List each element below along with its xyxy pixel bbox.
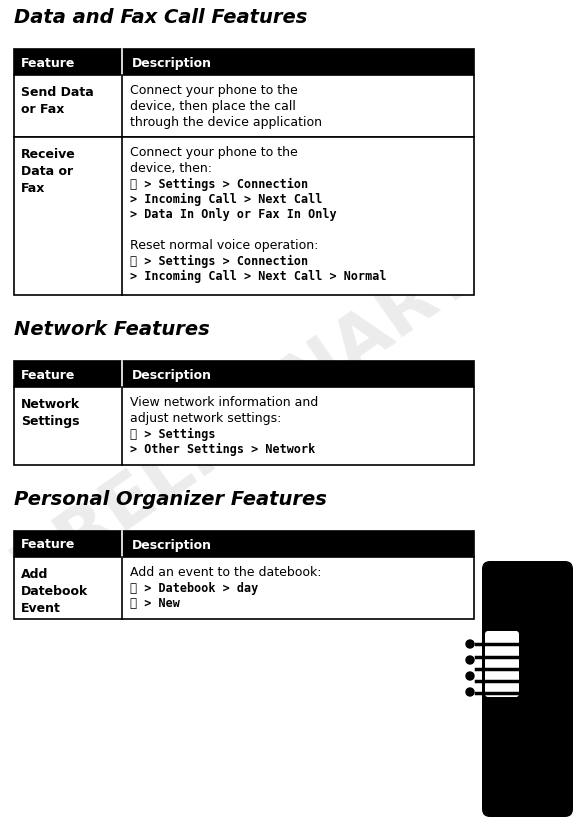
Text: PRELIMINARY: PRELIMINARY	[0, 232, 490, 604]
Bar	[14, 76, 474, 138]
Circle shape	[466, 672, 474, 681]
Text: Send Data
or Fax: Send Data or Fax	[21, 86, 94, 116]
Text: Receive
Data or
Fax: Receive Data or Fax	[21, 148, 76, 195]
Text: Reset normal voice operation:: Reset normal voice operation:	[130, 239, 318, 252]
Text: Data and Fax Call Features: Data and Fax Call Features	[14, 8, 307, 27]
Text: > Data In Only or Fax In Only: > Data In Only or Fax In Only	[130, 208, 336, 221]
Text: Connect your phone to the: Connect your phone to the	[130, 84, 298, 97]
Text: Description: Description	[132, 57, 212, 69]
Circle shape	[466, 656, 474, 665]
Bar	[14, 532, 474, 558]
Circle shape	[466, 688, 474, 696]
Text: > Incoming Call > Next Call > Normal: > Incoming Call > Next Call > Normal	[130, 270, 387, 283]
Text: > Other Settings > Network: > Other Settings > Network	[130, 442, 315, 456]
Bar	[14, 138, 474, 296]
Text: View network information and: View network information and	[130, 395, 318, 409]
Bar	[14, 361, 474, 388]
Text: ⎙ > Settings > Connection: ⎙ > Settings > Connection	[130, 255, 308, 268]
FancyBboxPatch shape	[482, 561, 573, 817]
Text: Network
Settings: Network Settings	[21, 398, 80, 427]
Text: Connect your phone to the: Connect your phone to the	[130, 145, 298, 159]
Text: Personal Organizer Features: Personal Organizer Features	[14, 489, 327, 508]
Bar	[14, 388, 474, 466]
Text: 61: 61	[543, 804, 563, 818]
FancyBboxPatch shape	[485, 631, 519, 697]
Text: ⎙ > Datebook > day: ⎙ > Datebook > day	[130, 581, 258, 594]
Text: Add
Datebook
Event: Add Datebook Event	[21, 568, 88, 614]
Text: ⎙ > Settings: ⎙ > Settings	[130, 427, 216, 441]
Bar	[14, 50, 474, 76]
Text: Description: Description	[132, 538, 212, 551]
Bar	[14, 558, 474, 619]
Text: ⎙ > New: ⎙ > New	[130, 596, 180, 609]
Text: Add an event to the datebook:: Add an event to the datebook:	[130, 565, 321, 579]
Text: Network Features: Network Features	[14, 319, 210, 339]
Text: Feature: Feature	[21, 538, 75, 551]
Text: > Incoming Call > Next Call: > Incoming Call > Next Call	[130, 193, 322, 206]
Text: Feature: Feature	[21, 368, 75, 381]
Text: device, then place the call: device, then place the call	[130, 99, 296, 113]
Text: through the device application: through the device application	[130, 116, 322, 129]
Text: Phone Features: Phone Features	[526, 599, 539, 702]
Circle shape	[466, 640, 474, 648]
Text: Feature: Feature	[21, 57, 75, 69]
Text: device, then:: device, then:	[130, 162, 212, 175]
Text: Description: Description	[132, 368, 212, 381]
Text: ⎙ > Settings > Connection: ⎙ > Settings > Connection	[130, 178, 308, 191]
Text: adjust network settings:: adjust network settings:	[130, 411, 282, 425]
